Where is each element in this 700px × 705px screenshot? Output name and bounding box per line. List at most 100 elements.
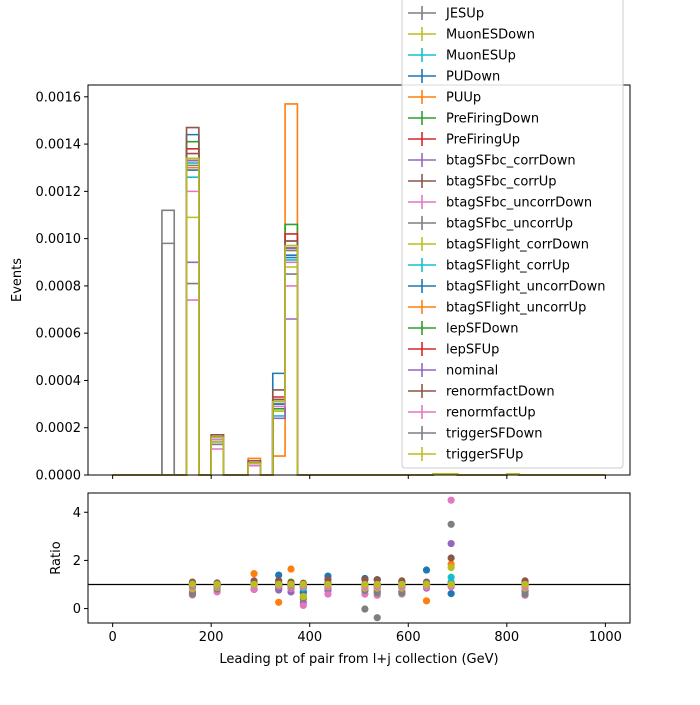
ratio-x-tick-label: 400 xyxy=(297,630,322,645)
legend-label: renormfactDown xyxy=(446,385,555,400)
ratio-point xyxy=(250,570,258,578)
main-histogram-panel: 0.0000 0.0002 0.0004 0.0006 0.0008 0.0010 0.00… xyxy=(10,84,631,484)
legend-entry-renormfactdown: renormfactDown xyxy=(408,384,555,400)
ratio-point xyxy=(447,554,455,562)
x-axis-label: Leading pt of pair from l+j collection (… xyxy=(219,652,498,667)
legend-entry-btagsflight-uncorrdown: btagSFlight_uncorrDown xyxy=(408,279,606,295)
legend-entry-muonesdown: MuonESDown xyxy=(408,27,535,43)
ratio-panel: 0 2 4 0 200 400 600 800 1000 Ratio Leading pt o… xyxy=(49,492,631,667)
legend-entry-btagsfbc-uncorrdown: btagSFbc_uncorrDown xyxy=(408,195,592,211)
legend-label: PUUp xyxy=(446,91,481,106)
legend-label: lepSFDown xyxy=(446,322,518,337)
ratio-x-tick-label: 600 xyxy=(396,630,421,645)
legend-entry-prefiringdown: PreFiringDown xyxy=(408,111,539,127)
legend-label: triggerSFUp xyxy=(446,448,523,463)
ratio-x-tick-label: 200 xyxy=(199,630,224,645)
ratio-point xyxy=(422,580,431,589)
legend-entry-pudown: PUDown xyxy=(408,69,500,85)
ratio-point xyxy=(299,601,307,610)
ratio-y-tick-label: 4 xyxy=(73,506,81,521)
legend-entry-muonesup: MuonESUp xyxy=(408,48,516,64)
legend-entry-btagsfbc-corrdown: btagSFbc_corrDown xyxy=(408,153,576,169)
legend-label: btagSFbc_uncorrUp xyxy=(446,217,573,232)
y-tick-label: 0.0012 xyxy=(36,185,82,200)
ratio-y-tick-label: 2 xyxy=(73,554,81,569)
legend-entry-btagsflight-uncorrup: btagSFlight_uncorrUp xyxy=(408,300,586,316)
ratio-point xyxy=(287,580,295,588)
ratio-point xyxy=(521,590,529,598)
legend-label: PreFiringUp xyxy=(446,133,520,148)
legend-label: MuonESDown xyxy=(446,28,535,43)
legend-label: btagSFbc_uncorrDown xyxy=(446,196,592,211)
ratio-series-triggersfup xyxy=(188,580,529,589)
legend-label: JESUp xyxy=(445,7,484,22)
legend-label: PreFiringDown xyxy=(446,112,539,127)
y-tick-label: 0.0000 xyxy=(36,469,82,484)
legend-entry-triggersfdown: triggerSFDown xyxy=(408,426,542,442)
ratio-point xyxy=(275,598,283,606)
ratio-point xyxy=(447,590,455,598)
ratio-panel-frame xyxy=(87,492,631,624)
ratio-point xyxy=(447,539,455,548)
legend-entry-triggersfup: triggerSFUp xyxy=(408,447,523,463)
main-x-axis xyxy=(112,475,606,479)
legend-entry-puup: PUUp xyxy=(408,90,481,106)
ratio-x-tick-label: 0 xyxy=(108,630,116,645)
ratio-point xyxy=(213,580,221,589)
legend-frame xyxy=(401,0,624,469)
legend-entry-prefiringup: PreFiringUp xyxy=(408,132,520,148)
legend-label: btagSFlight_uncorrDown xyxy=(446,280,606,295)
legend-label: PUDown xyxy=(446,70,500,85)
legend: JESUp MuonESDown MuonESUp PUDown PUUp PreFiri… xyxy=(401,0,624,469)
legend-label: triggerSFDown xyxy=(446,427,542,442)
ratio-point xyxy=(361,605,369,613)
ratio-x-tick-label: 1000 xyxy=(589,630,622,645)
legend-entry-lepsfdown: lepSFDown xyxy=(408,321,518,337)
ratio-y-axis-label: Ratio xyxy=(49,541,64,574)
ratio-point xyxy=(447,580,455,589)
main-y-axis: 0.0000 0.0002 0.0004 0.0006 0.0008 0.0010 0.00… xyxy=(36,90,88,484)
legend-entry-nominal: nominal xyxy=(408,363,498,379)
ratio-point xyxy=(422,566,431,574)
ratio-point xyxy=(361,580,369,589)
legend-label: nominal xyxy=(446,364,498,379)
legend-label: btagSFbc_corrUp xyxy=(446,175,557,190)
ratio-point xyxy=(447,564,455,572)
ratio-y-axis: 0 2 4 xyxy=(73,506,88,617)
y-tick-label: 0.0002 xyxy=(36,421,82,436)
y-tick-label: 0.0004 xyxy=(36,374,82,389)
y-tick-label: 0.0008 xyxy=(36,279,82,294)
ratio-point xyxy=(422,597,431,605)
ratio-point xyxy=(398,580,406,589)
legend-entry-jesup: JESUp xyxy=(408,6,484,22)
legend-label: MuonESUp xyxy=(446,49,516,64)
ratio-x-tick-label: 800 xyxy=(494,630,519,645)
ratio-point xyxy=(188,590,197,598)
main-y-axis-label: Events xyxy=(10,258,25,302)
y-tick-label: 0.0014 xyxy=(36,138,82,153)
legend-entry-btagsflight-corrup: btagSFlight_corrUp xyxy=(408,258,570,274)
ratio-y-tick-label: 0 xyxy=(73,602,81,617)
ratio-point xyxy=(299,592,307,601)
ratio-point xyxy=(287,565,295,573)
main-panel-frame xyxy=(87,84,631,476)
ratio-point xyxy=(447,520,455,528)
ratio-x-axis: 0 200 400 600 800 1000 xyxy=(108,623,622,645)
y-tick-label: 0.0016 xyxy=(36,90,82,105)
legend-label: btagSFlight_corrUp xyxy=(446,259,570,274)
legend-label: btagSFlight_uncorrUp xyxy=(446,301,586,316)
ratio-plot-area xyxy=(88,496,630,622)
ratio-point xyxy=(373,580,381,589)
legend-entry-btagsfbc-uncorrup: btagSFbc_uncorrUp xyxy=(408,216,573,232)
ratio-point xyxy=(250,580,258,589)
ratio-point xyxy=(324,580,332,589)
ratio-point xyxy=(447,496,455,504)
y-tick-label: 0.0006 xyxy=(36,327,82,342)
ratio-point xyxy=(373,614,381,622)
legend-label: lepSFUp xyxy=(446,343,499,358)
ratio-point xyxy=(188,580,197,588)
legend-entry-btagsflight-corrdown: btagSFlight_corrDown xyxy=(408,237,589,253)
legend-entry-renormfactup: renormfactUp xyxy=(408,405,536,421)
